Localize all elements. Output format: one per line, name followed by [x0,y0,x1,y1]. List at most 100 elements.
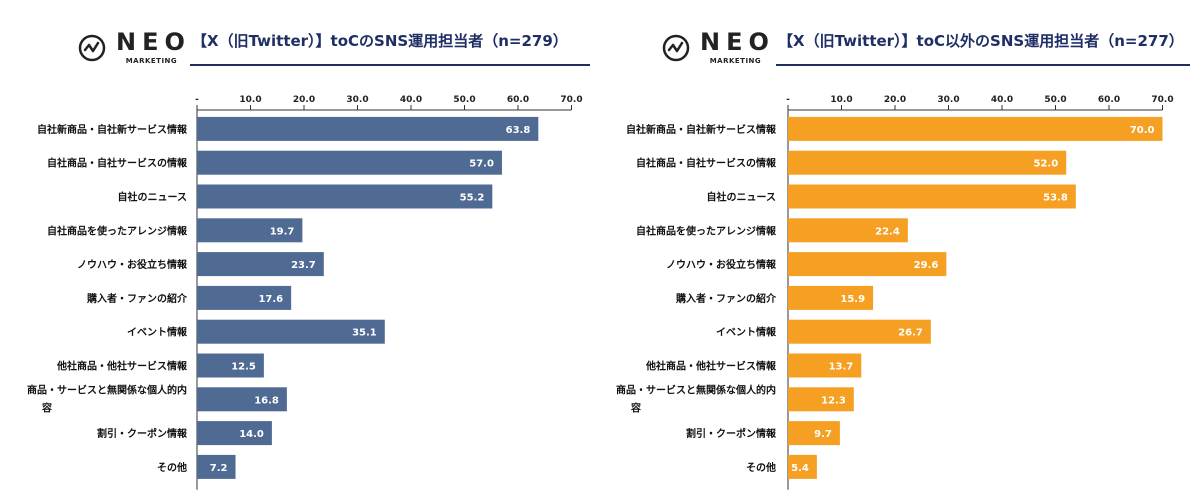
category-label: イベント情報 [127,326,188,339]
left-chart-panel: NEO MARKETING 【X（旧Twitter）】toCのSNS運用担当者（… [27,30,590,490]
category-label: 自社商品を使ったアレンジ情報 [636,224,777,237]
bar [197,353,264,378]
right-bar-chart: - 10.0 20.0 30.0 40.0 50.0 60.0 70.0 70.0 自社新商品・自… [616,95,1174,490]
bar-value-label: 5.4 [791,463,809,474]
category-label: 自社新商品・自社新サービス情報 [37,123,188,136]
bar [788,150,1067,175]
category-label: 自社のニュース [707,191,777,204]
category-label: 容 [630,401,641,414]
bar [788,285,874,310]
bar-value-label: 57.0 [469,159,494,170]
bar-value-label: 19.7 [270,226,295,237]
x-tick-label: 50.0 [453,95,475,105]
x-tick-label: 40.0 [991,95,1013,105]
category-label: イベント情報 [716,326,777,339]
x-tick-label: 10.0 [830,95,852,105]
bar-value-label: 29.6 [914,260,939,271]
x-tick-label: 20.0 [293,95,315,105]
bar-value-label: 35.1 [352,328,377,339]
bar [197,116,539,141]
x-tick-label: 10.0 [239,95,261,105]
category-label: 割引・クーポン情報 [686,427,777,440]
left-bar-chart: - 10.0 20.0 30.0 40.0 50.0 60.0 70.0 63.8 自社新商品・自… [27,95,583,490]
bar-value-label: 14.0 [239,429,264,440]
bar [197,184,493,209]
chart-title: 【X（旧Twitter）】toC以外のSNS運用担当者（n=277） [778,32,1184,50]
chart-title: 【X（旧Twitter）】toCのSNS運用担当者（n=279） [192,32,568,50]
bar [197,421,272,446]
category-label: ノウハウ・お役立ち情報 [666,258,777,271]
neo-marketing-logo: NEO MARKETING [78,30,191,65]
x-tick-label: 60.0 [1098,95,1120,105]
category-label: ノウハウ・お役立ち情報 [77,258,188,271]
bar-value-label: 7.2 [210,463,228,474]
bar-value-label: 63.8 [506,125,531,136]
bar [197,387,287,412]
x-tick-label: 20.0 [884,95,906,105]
bar-value-label: 12.3 [821,395,846,406]
category-label: 割引・クーポン情報 [97,427,188,440]
bar [788,184,1076,209]
bar [788,454,817,479]
bar-value-label: 26.7 [898,328,923,339]
bar-value-label: 9.7 [814,429,832,440]
bar [197,218,303,243]
logo-subtext: MARKETING [125,57,178,65]
title-underline [190,64,590,66]
logo-word: NEO [116,28,191,56]
category-label: 商品・サービスと無関係な個人的内 [616,383,776,396]
logo-subtext: MARKETING [709,57,762,65]
category-label: 商品・サービスと無関係な個人的内 [27,383,187,396]
right-chart-panel: NEO MARKETING 【X（旧Twitter）】toC以外のSNS運用担当… [600,0,1200,500]
bar [788,353,862,378]
neo-marketing-logo: NEO MARKETING [662,30,775,65]
x-tick-label: 70.0 [1151,95,1173,105]
bar-value-label: 23.7 [291,260,316,271]
category-label: 容 [41,401,52,414]
bar [788,116,1163,141]
bar-value-label: 53.8 [1043,193,1068,204]
x-tick-label: 50.0 [1044,95,1066,105]
bar [197,454,236,479]
category-label: 他社商品・他社サービス情報 [56,360,188,373]
category-label: 他社商品・他社サービス情報 [645,360,777,373]
x-tick-label: - [195,95,199,105]
bar-value-label: 16.8 [254,395,279,406]
x-tick-label: 60.0 [507,95,529,105]
category-label: その他 [746,461,776,474]
x-tick-label: 30.0 [346,95,368,105]
x-tick-label: 40.0 [400,95,422,105]
category-label: 購入者・ファンの紹介 [86,292,188,305]
logo-pulse-icon [662,34,690,61]
bar [788,218,908,243]
x-tick-label: - [786,95,790,105]
category-label: その他 [157,461,187,474]
category-label: 購入者・ファンの紹介 [675,292,777,305]
bar-value-label: 22.4 [875,226,900,237]
category-label: 自社商品・自社サービスの情報 [636,157,777,170]
bar-value-label: 12.5 [231,362,256,373]
bar [788,387,854,412]
bar [197,252,324,277]
bar [788,319,931,344]
bar-value-label: 70.0 [1130,125,1155,136]
logo-pulse-icon [78,34,106,61]
category-label: 自社商品を使ったアレンジ情報 [47,224,188,237]
category-label: 自社商品・自社サービスの情報 [47,157,188,170]
logo-word: NEO [700,28,775,56]
category-label: 自社のニュース [118,191,188,204]
bar-value-label: 17.6 [258,294,283,305]
bar-value-label: 13.7 [829,362,854,373]
category-label: 自社新商品・自社新サービス情報 [626,123,777,136]
x-tick-label: 30.0 [937,95,959,105]
bar-value-label: 55.2 [460,193,485,204]
x-tick-label: 70.0 [560,95,582,105]
bar-value-label: 52.0 [1034,159,1059,170]
title-underline [776,64,1190,66]
bar [788,421,840,446]
bar-value-label: 15.9 [840,294,865,305]
bar [788,252,947,277]
bar [197,150,502,175]
bar [197,285,292,310]
bar [197,319,385,344]
